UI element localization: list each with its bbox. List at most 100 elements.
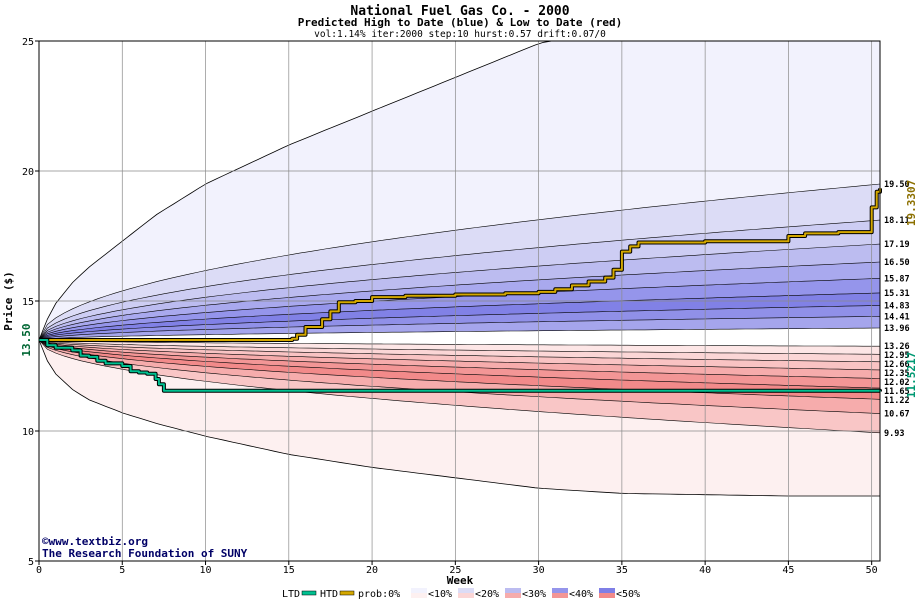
chart-subtitle: Predicted High to Date (blue) & Low to D…: [298, 16, 623, 29]
htd-line: [39, 188, 881, 341]
htd-final-value: 19.3307: [905, 180, 918, 226]
band-label-7: 14.83: [884, 301, 910, 311]
band-line-upper-8: [38, 316, 881, 341]
band-line-lower-9: [38, 339, 881, 434]
legend-swatch-bottom-4: [552, 593, 568, 598]
band-lower-8: [39, 340, 880, 433]
band-label-14: 12.02: [884, 378, 910, 388]
x-tick-label-40: 40: [699, 565, 711, 576]
legend-item-5: <50%: [616, 589, 640, 600]
band-upper-6: [39, 292, 880, 340]
legend-item-4: <40%: [569, 589, 593, 600]
band-line-lower-3: [38, 339, 881, 363]
x-tick-label-20: 20: [366, 565, 378, 576]
band-label-2: 18.11: [884, 216, 910, 226]
band-label-17: 10.67: [884, 410, 910, 420]
legend-item-2: <20%: [475, 589, 499, 600]
band-upper-2: [39, 220, 880, 340]
legend-swatch-top-5: [599, 588, 615, 593]
legend-swatch-bottom-5: [599, 593, 615, 598]
ltd-final-value: 11.5217: [905, 352, 918, 398]
band-line-lower-6: [38, 339, 881, 389]
x-tick-label-0: 0: [36, 565, 42, 576]
band-label-15: 11.65: [884, 387, 910, 397]
band-upper-4: [39, 262, 880, 340]
watermark-site: ©www.textbiz.org: [42, 535, 148, 548]
y-tick-label-20: 20: [22, 167, 34, 178]
series-lines: [39, 188, 882, 393]
x-tick-label-30: 30: [533, 565, 545, 576]
band-label-8: 14.41: [884, 312, 910, 322]
legend-swatch-top-4: [552, 588, 568, 593]
band-label-1: 19.50: [884, 180, 910, 190]
band-label-18: 9.93: [884, 429, 904, 439]
legend-htd-swatch: [339, 590, 355, 596]
band-label-10: 13.26: [884, 342, 910, 352]
band-lower-2: [39, 340, 880, 362]
band-lower-3: [39, 340, 880, 370]
band-upper-8: [39, 316, 880, 340]
band-lower-outer: [39, 340, 880, 496]
legend-ltd-label: LTD: [282, 589, 300, 600]
band-line-upper-2: [38, 219, 881, 341]
y-tick-label-10: 10: [22, 427, 34, 438]
probability-bands: [38, 40, 881, 497]
band-line-lower-2: [38, 339, 881, 355]
legend-item-3: <30%: [522, 589, 546, 600]
band-label-13: 12.35: [884, 369, 910, 379]
x-tick-label-25: 25: [449, 565, 461, 576]
band-upper-3: [39, 244, 880, 340]
x-tick-label-10: 10: [200, 565, 212, 576]
x-tick-label-50: 50: [866, 565, 878, 576]
band-label-6: 15.31: [884, 289, 910, 299]
band-line-upper-1: [38, 183, 881, 341]
legend-htd-label: HTD: [320, 589, 338, 600]
x-tick-label-45: 45: [782, 565, 794, 576]
band-line-lower-5: [38, 339, 881, 379]
band-label-11: 12.95: [884, 351, 910, 361]
x-tick-label-15: 15: [283, 565, 295, 576]
band-lower-1: [39, 340, 880, 355]
band-upper-7: [39, 305, 880, 340]
legend-prob-label: prob:0%: [358, 589, 400, 600]
band-label-16: 11.22: [884, 396, 910, 406]
band-upper-5: [39, 278, 880, 340]
band-line-upper-4: [38, 261, 881, 341]
chart-title: National Fuel Gas Co. - 2000: [350, 4, 569, 19]
band-line-upper-7: [38, 305, 881, 341]
x-tick-label-35: 35: [616, 565, 628, 576]
band-lower-6: [39, 340, 880, 400]
legend: LTD HTD prob:0% <10% <20% <30% <40% <50%: [282, 588, 640, 600]
band-line-lower-7: [38, 339, 881, 400]
band-label-12: 12.66: [884, 360, 910, 370]
legend-swatch-bottom-2: [458, 593, 474, 598]
watermark-org: The Research Foundation of SUNY: [42, 547, 248, 560]
band-label-9: 13.96: [884, 324, 910, 334]
y-tick-label-25: 25: [22, 37, 34, 48]
y-tick-label-5: 5: [28, 557, 34, 568]
band-line-lower-4: [38, 339, 881, 371]
legend-swatch-top-1: [411, 588, 427, 593]
legend-ltd-swatch: [301, 590, 317, 596]
ltd-line: [39, 339, 881, 392]
legend-swatch-bottom-1: [411, 593, 427, 598]
y-axis-label: Price ($): [2, 271, 15, 331]
y-tick-label-15: 15: [22, 297, 34, 308]
legend-swatch-top-2: [458, 588, 474, 593]
band-value-labels: 19.50 18.11 17.19 16.50 15.87 15.31 14.8314.41…: [884, 180, 910, 439]
band-upper-outer: [39, 41, 880, 340]
band-label-3: 17.19: [884, 240, 910, 250]
watermark: ©www.textbiz.org The Research Foundation…: [42, 535, 248, 560]
legend-swatch-bottom-3: [505, 593, 521, 598]
band-lower-5: [39, 340, 880, 389]
x-tick-label-5: 5: [119, 565, 125, 576]
band-line-upper-9: [38, 327, 881, 341]
legend-swatch-top-3: [505, 588, 521, 593]
band-label-4: 16.50: [884, 258, 910, 268]
lower-envelope-line: [38, 339, 880, 497]
band-lower-4: [39, 340, 880, 379]
band-label-5: 15.87: [884, 274, 910, 284]
start-price-label: 13.50: [20, 323, 33, 356]
